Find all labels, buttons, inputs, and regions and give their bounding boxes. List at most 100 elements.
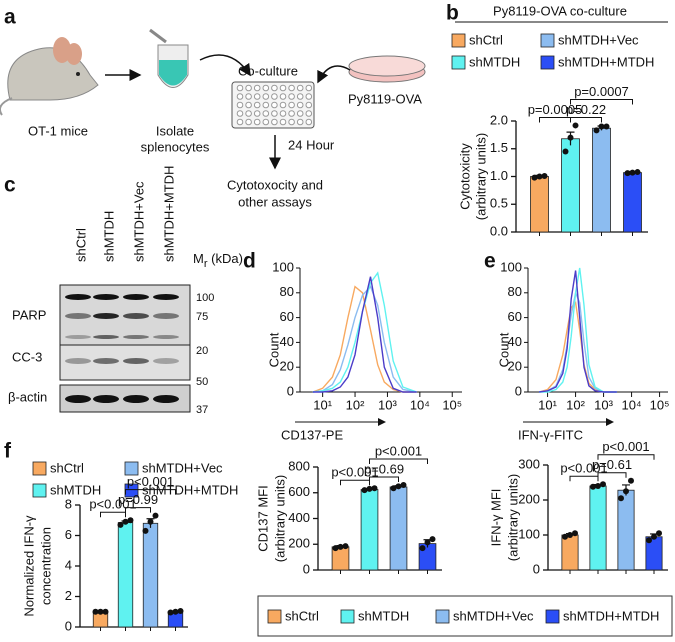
p-value: p<0.001 — [127, 474, 174, 489]
y-tick-label: 600 — [288, 484, 310, 499]
well — [271, 101, 278, 109]
y-tick-label: 200 — [288, 536, 310, 551]
blot-band — [123, 294, 149, 300]
legend-swatch — [32, 483, 47, 498]
data-point — [572, 530, 578, 537]
x-tick-label: 10¹ — [538, 397, 557, 412]
p-value: p=0.22 — [566, 102, 606, 117]
x-tick-label: 10³ — [378, 397, 397, 412]
bar — [617, 489, 635, 571]
blot-band — [123, 358, 149, 364]
histogram-curve — [312, 271, 417, 393]
sig-bracket — [570, 116, 602, 123]
well — [305, 110, 313, 117]
panel-label: b — [446, 2, 459, 25]
data-point — [634, 169, 641, 176]
data-point — [593, 127, 600, 134]
data-point — [167, 609, 174, 616]
legend-swatch — [267, 609, 282, 624]
well — [253, 110, 261, 117]
blot-row-label: CC-3 — [12, 349, 42, 364]
y-tick-label: 0 — [533, 561, 540, 576]
histogram-curve — [539, 270, 617, 393]
blot-band — [93, 313, 119, 319]
data-point — [531, 174, 538, 181]
panel-label: c — [4, 174, 16, 197]
well — [288, 84, 295, 92]
bar — [142, 522, 159, 628]
well — [296, 93, 304, 100]
histogram-curve — [539, 290, 617, 393]
y-tick-label: 200 — [518, 491, 540, 506]
blot-band — [93, 335, 119, 339]
blot-band — [123, 335, 149, 339]
y-tick-label: 1.5 — [490, 140, 508, 155]
data-point — [646, 537, 652, 544]
sig-bracket — [369, 458, 428, 465]
bar — [623, 172, 642, 233]
data-point — [562, 148, 569, 155]
data-point — [342, 543, 349, 550]
x-tick-label: 10² — [346, 397, 365, 412]
histogram-curve — [312, 285, 417, 393]
blot-band — [65, 395, 91, 403]
x-tick-label: 10⁵ — [650, 397, 670, 412]
sig-bracket — [125, 489, 176, 495]
legend-box — [257, 595, 673, 637]
well — [305, 93, 313, 100]
well — [236, 118, 244, 126]
well — [262, 93, 270, 100]
sig-bracket — [125, 507, 151, 513]
legend-label: shCtrl — [50, 460, 84, 475]
blot-row-label: β-actin — [8, 389, 47, 404]
legend-swatch — [545, 609, 560, 624]
well — [253, 118, 261, 126]
x-axis-title: IFN-γ-FITC — [518, 427, 583, 442]
y-tick-label: 20 — [508, 359, 522, 374]
step-label: other assays — [238, 194, 312, 209]
well — [236, 93, 244, 100]
well — [288, 118, 295, 126]
data-point — [424, 539, 431, 546]
y-tick-label: 2.0 — [490, 112, 508, 127]
well — [271, 93, 278, 100]
data-point — [390, 485, 397, 492]
data-point — [600, 481, 606, 488]
x-tick-label: 10³ — [594, 397, 613, 412]
dish-icon — [348, 55, 426, 83]
y-tick-label: 100 — [518, 526, 540, 541]
data-point — [429, 536, 436, 543]
histogram-curve — [312, 285, 417, 393]
mouse-label: OT-1 mice — [28, 123, 88, 138]
well — [245, 101, 252, 109]
y-tick-label: 40 — [280, 334, 294, 349]
y-axis-title: CD137 MFI — [255, 485, 270, 551]
bar — [530, 176, 549, 233]
sig-bracket — [597, 472, 627, 478]
p-value: p<0.001 — [560, 461, 607, 476]
legend-swatch — [451, 55, 466, 70]
y-tick-label: 0 — [287, 383, 294, 398]
data-point — [567, 134, 574, 141]
well — [245, 110, 252, 117]
p-value: p<0.001 — [602, 439, 649, 454]
well — [236, 110, 244, 117]
well — [279, 93, 287, 100]
well — [236, 101, 244, 109]
blot-band — [123, 313, 149, 319]
data-point — [400, 482, 407, 489]
legend-swatch — [540, 55, 555, 70]
legend-label: shMTDH+MTDH — [142, 482, 238, 497]
mr-unit: (kDa) — [208, 251, 243, 266]
well — [236, 84, 244, 92]
mr-sub: r — [204, 258, 208, 270]
arrow — [317, 65, 351, 84]
y-tick-label: 80 — [508, 284, 522, 299]
blot-band — [153, 335, 179, 339]
p-value: p<0.001 — [375, 443, 422, 458]
data-point — [337, 543, 344, 550]
y-tick-label: 0 — [65, 618, 72, 633]
p-value: p<0.001 — [331, 465, 378, 480]
y-tick-label: 0.0 — [490, 223, 508, 238]
